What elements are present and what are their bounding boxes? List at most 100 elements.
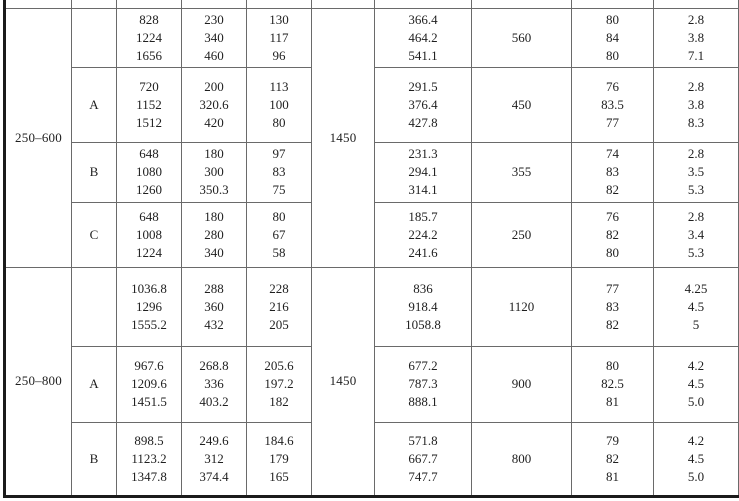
- spec-row-group: C 648 1008 1224 180 280 340 80 67 58 185.7 224.2 241…: [5, 201, 739, 268]
- value-line: 82: [606, 182, 619, 197]
- value-cell: 77 83 82: [571, 266, 654, 347]
- value-line: 836: [413, 280, 433, 296]
- value-line: 294.1: [408, 164, 438, 179]
- value-cell: 200 320.6 420: [181, 66, 247, 143]
- value-line: 96: [272, 47, 286, 63]
- value-line: 1123.2: [131, 450, 167, 466]
- value-line: 648: [139, 146, 159, 161]
- value-cell: 205.6 197.2 182: [246, 345, 312, 423]
- value-line: 1224: [136, 29, 162, 45]
- spec-row-group: B 648 1080 1260 180 300 350.3 97 83 75 231.3 294.1 3…: [5, 141, 739, 203]
- value-cell: 76 82 80: [571, 201, 654, 268]
- spec-row-group: 250–600 828 1224 1656 230 340 460 130 117 96 1450 3…: [4, 7, 739, 268]
- partial-top-cell: [116, 0, 182, 9]
- value-line: 80: [606, 11, 619, 27]
- value-line: 180: [204, 146, 224, 161]
- spec-row-group: A 720 1152 1512 200 320.6 420 113 100 80 291.5 376.…: [5, 66, 739, 143]
- value-cell: 366.4 464.2 541.1: [374, 7, 472, 68]
- value-line: 427.8: [408, 114, 438, 130]
- value-cell: 80 84 80: [571, 7, 654, 68]
- value-cell: 828 1224 1656: [116, 7, 182, 68]
- value-line: 5.0: [687, 394, 705, 409]
- value-line: 1224: [136, 244, 162, 260]
- value-line: 80: [606, 358, 619, 373]
- value-line: 464.2: [408, 29, 438, 45]
- spec-table: 250–600 828 1224 1656 230 340 460 130 117 96 1450 3…: [3, 0, 739, 498]
- value-line: 3.5: [687, 164, 705, 179]
- value-line: 165: [269, 468, 289, 484]
- value-cell: 2.8 3.8 7.1: [653, 7, 739, 68]
- partial-top-cell: [471, 0, 572, 9]
- value-line: 77: [606, 280, 619, 296]
- value-line: 288: [204, 280, 224, 296]
- value-cell: 967.6 1209.6 1451.5: [116, 345, 182, 423]
- value-line: 83: [606, 164, 619, 179]
- value-line: 4.25: [684, 280, 708, 296]
- value-line: 312: [204, 450, 224, 466]
- value-line: 130: [269, 11, 289, 27]
- value-cell: 228 216 205: [246, 266, 312, 347]
- value-line: 4.2: [687, 432, 705, 448]
- value-line: 5: [692, 316, 700, 332]
- value-line: 747.7: [408, 468, 438, 484]
- value-cell: 2.8 3.4 5.3: [653, 201, 739, 268]
- value-cell: 230 340 460: [181, 7, 247, 68]
- value-line: 1656: [136, 47, 162, 63]
- value-line: 113: [269, 78, 289, 94]
- value-line: 1080: [136, 164, 162, 179]
- value-line: 2.8: [687, 146, 705, 161]
- value-line: 205.6: [264, 358, 294, 373]
- value-line: 828: [139, 11, 159, 27]
- value-cell: 74 83 82: [571, 141, 654, 203]
- variant-cell: A: [71, 66, 117, 143]
- value-cell: 231.3 294.1 314.1: [374, 141, 472, 203]
- value-cell: 2.8 3.5 5.3: [653, 141, 739, 203]
- value-line: 230: [204, 11, 224, 27]
- value-line: 76: [606, 208, 619, 224]
- variant-cell: [71, 7, 117, 68]
- value-cell: 560: [471, 7, 572, 68]
- value-line: 541.1: [408, 47, 438, 63]
- value-line: 83: [272, 164, 286, 179]
- value-line: 180: [204, 208, 224, 224]
- value-cell: 571.8 667.7 747.7: [374, 421, 472, 497]
- value-line: 376.4: [408, 96, 438, 112]
- value-line: 8.3: [687, 114, 705, 130]
- spec-table-body: 250–600 828 1224 1656 230 340 460 130 117 96 1450 3…: [4, 0, 739, 497]
- value-line: 82: [606, 450, 619, 466]
- variant-cell: B: [71, 421, 117, 497]
- value-cell: 76 83.5 77: [571, 66, 654, 143]
- value-cell: 898.5 1123.2 1347.8: [116, 421, 182, 497]
- value-cell: 800: [471, 421, 572, 497]
- partial-top-cell: [4, 0, 72, 9]
- value-cell: 836 918.4 1058.8: [374, 266, 472, 347]
- value-line: 720: [139, 78, 159, 94]
- partial-top-cell: [71, 0, 117, 9]
- value-line: 336: [204, 376, 224, 391]
- value-line: 5.0: [687, 468, 705, 484]
- value-line: 4.5: [687, 450, 705, 466]
- variant-cell: [71, 266, 117, 347]
- value-cell: 648 1080 1260: [116, 141, 182, 203]
- value-line: 80: [606, 47, 619, 63]
- value-line: 967.6: [134, 358, 164, 373]
- value-line: 888.1: [408, 394, 438, 409]
- value-line: 5.3: [687, 244, 705, 260]
- value-line: 185.7: [408, 208, 438, 224]
- partial-top-row: [4, 0, 739, 9]
- value-line: 314.1: [408, 182, 438, 197]
- value-line: 79: [606, 432, 619, 448]
- value-line: 374.4: [199, 468, 229, 484]
- value-cell: 4.2 4.5 5.0: [653, 345, 739, 423]
- value-line: 340: [204, 244, 224, 260]
- value-line: 80: [272, 208, 286, 224]
- value-cell: 291.5 376.4 427.8: [374, 66, 472, 143]
- value-line: 249.6: [199, 432, 229, 448]
- value-line: 4.5: [687, 376, 705, 391]
- value-line: 67: [272, 226, 286, 242]
- spec-row-group: A 967.6 1209.6 1451.5 268.8 336 403.2 205.6 197.…: [5, 345, 739, 423]
- value-line: 3.8: [687, 96, 705, 112]
- variant-cell: A: [71, 345, 117, 423]
- value-line: 2.8: [687, 208, 705, 224]
- value-line: 7.1: [687, 47, 705, 63]
